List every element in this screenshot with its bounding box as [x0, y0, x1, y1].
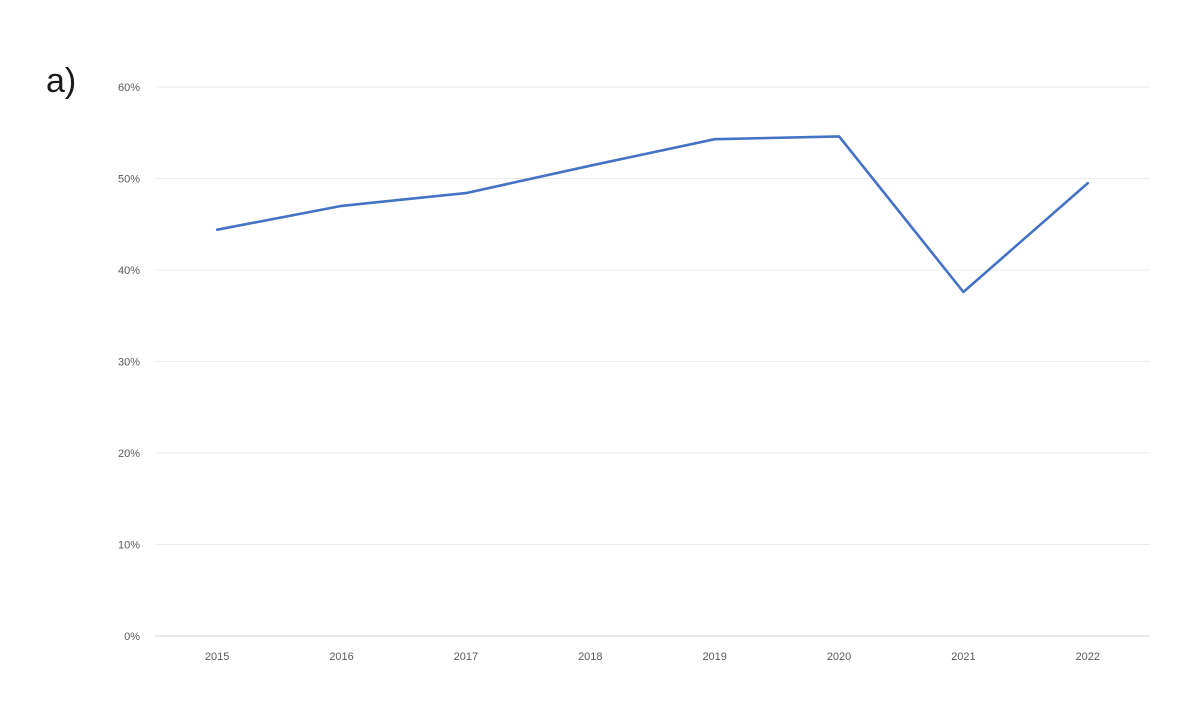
x-tick-label: 2022: [1076, 651, 1100, 663]
y-tick-label: 10%: [118, 540, 140, 552]
x-tick-label: 2018: [578, 651, 602, 663]
gridlines: [155, 86, 1150, 637]
y-axis-tick-labels: 0% 10% 20% 30% 40% 50% 60%: [118, 82, 140, 643]
y-tick-label: 40%: [118, 265, 140, 277]
panel-label: a): [46, 62, 77, 100]
x-tick-label: 2017: [454, 651, 478, 663]
x-tick-label: 2015: [205, 651, 229, 663]
y-tick-label: 50%: [118, 174, 140, 186]
x-tick-label: 2020: [827, 651, 851, 663]
series-line: [215, 135, 1090, 294]
x-tick-label: 2016: [329, 651, 353, 663]
y-tick-label: 0%: [124, 631, 140, 643]
x-tick-label: 2021: [951, 651, 975, 663]
x-tick-label: 2019: [702, 651, 726, 663]
x-axis-tick-labels: 2015 2016 2017 2018 2019 2020 2021 2022: [205, 651, 1100, 663]
y-tick-label: 20%: [118, 448, 140, 460]
y-tick-label: 60%: [118, 82, 140, 94]
series-lines: [215, 135, 1090, 294]
y-tick-label: 30%: [118, 357, 140, 369]
